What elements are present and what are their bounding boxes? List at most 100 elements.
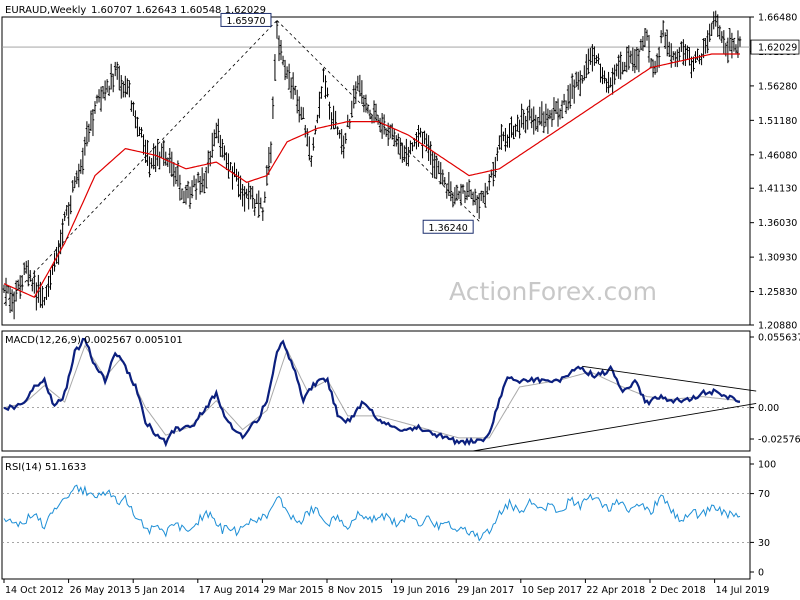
price-bar [362,95,366,113]
price-bar [312,137,315,151]
price-annotation-box [220,12,272,27]
price-bar [202,173,206,194]
price-bar [441,169,445,186]
price-bar [65,204,68,216]
price-bar [97,89,101,103]
price-bar [601,67,604,85]
price-bars [2,10,742,320]
price-bar [671,51,675,61]
price-bar [301,107,305,119]
price-bar [277,35,281,62]
price-bar [83,136,87,156]
price-bar [69,195,73,215]
price-bar [526,106,529,130]
price-bar [599,63,602,83]
price-bar [461,184,465,194]
price-bar [623,61,627,72]
price-bar [738,36,742,47]
macd-y-tick: 0.055637 [758,333,800,344]
price-bar [366,104,370,114]
price-bar [4,277,8,306]
price-bar [150,157,153,169]
price-bar [253,198,257,216]
price-bar [75,170,79,185]
rsi-y-tick: 100 [758,460,776,471]
price-bar [445,183,449,199]
price-bar [243,186,246,212]
price-y-tick: 1.36030 [758,218,797,229]
price-bar [659,30,663,44]
price-bar [655,53,659,73]
price-bar [49,269,52,290]
price-bar [107,85,111,96]
x-tick-label: 14 Jul 2019 [716,585,770,596]
price-bar [190,180,194,199]
price-bar [105,79,109,93]
price-annotation-label: 1.36240 [429,223,468,234]
price-bar [712,11,716,30]
price-bar [28,270,32,282]
price-bar [558,108,562,120]
price-bar [269,141,273,164]
x-tick-label: 29 Jan 2017 [457,585,514,596]
price-bar [516,114,519,132]
macd-panel [3,337,757,452]
price-bar [566,85,570,111]
price-bar [459,183,463,206]
price-bar [576,71,580,90]
price-bar [128,80,131,98]
price-bar [168,147,172,174]
price-bar [661,20,665,37]
price-bar [425,133,428,152]
price-bar [611,67,614,95]
price-bar [342,135,345,159]
price-bar [564,100,568,114]
price-bar [591,44,594,72]
price-bar [542,111,546,134]
price-bar [160,143,164,158]
price-bar [255,193,259,204]
price-bar [392,128,396,147]
price-bar [617,54,620,79]
price-bar [605,78,608,93]
price-bar [568,83,572,109]
price-bar [403,145,406,162]
price-bar [93,101,97,114]
price-bar [223,145,226,161]
price-bar [14,280,18,302]
price-bar [663,32,667,49]
price-bar [696,48,699,61]
price-y-tick: 1.51180 [758,116,797,127]
price-bar [607,71,610,94]
price-bar [142,134,145,155]
price-bar [55,246,58,264]
price-bar [433,152,436,179]
price-bar [708,23,711,42]
watermark: ActionForex.com [449,277,657,306]
price-bar [538,106,542,126]
price-bar [429,141,432,165]
price-bar [10,289,14,312]
x-tick-label: 5 Jan 2014 [134,585,185,596]
price-bar [647,34,651,63]
price-bar [390,123,394,140]
price-bar [477,193,481,219]
price-bar [633,48,637,74]
price-bar [639,38,643,51]
price-bar [174,167,178,185]
price-bar [453,187,457,205]
price-bar [134,110,137,129]
price-bar [554,101,558,114]
price-bar [172,162,176,187]
price-bar [320,86,323,99]
price-bar [73,176,77,189]
price-bar [204,166,208,189]
price-bar [287,63,291,90]
price-bar [24,260,28,274]
price-bar [158,151,161,170]
price-bar [217,118,220,144]
price-bar [281,55,285,66]
price-bar [532,106,536,135]
ohlc-header: 1.60707 1.62643 1.60548 1.62029 [91,5,266,16]
price-bar [673,51,677,67]
